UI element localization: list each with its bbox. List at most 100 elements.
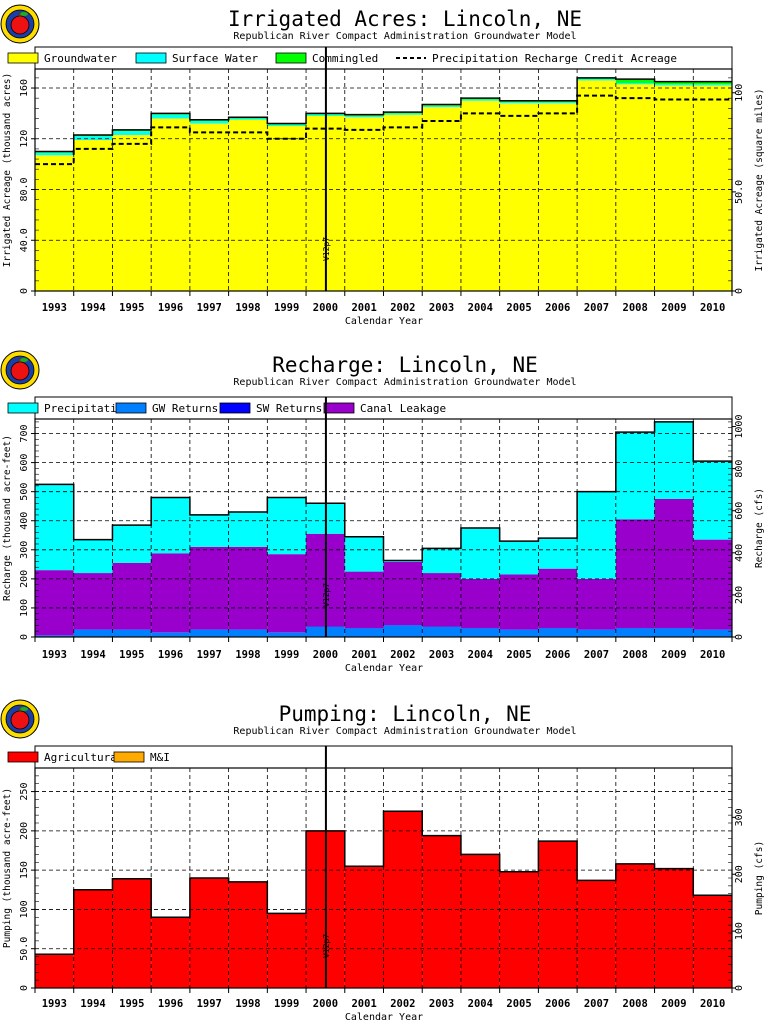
x-tick-label: 2008	[623, 302, 648, 314]
x-tick-label: 2005	[506, 649, 531, 661]
series-bar	[267, 125, 306, 126]
x-tick-label: 2010	[700, 649, 725, 661]
x-tick-label: 2009	[661, 302, 686, 314]
y2-tick-label: 200	[734, 865, 745, 883]
series-bar	[151, 917, 190, 988]
series-bar	[229, 118, 268, 119]
series-bar	[112, 131, 151, 135]
x-tick-label: 1995	[119, 649, 144, 661]
series-bar	[74, 573, 113, 629]
x-tick-label: 1994	[80, 649, 105, 661]
x-tick-label: 2006	[545, 649, 570, 661]
y-tick-label: 80.0	[19, 177, 30, 201]
series-bar	[229, 120, 268, 291]
y2-tick-label: 50.0	[734, 180, 745, 204]
x-tick-label: 2001	[351, 649, 376, 661]
series-bar	[655, 869, 694, 988]
x-tick-label: 1994	[80, 998, 105, 1010]
series-bar	[384, 115, 423, 291]
x-tick-label: 1993	[42, 302, 67, 314]
x-tick-label: 2002	[390, 302, 415, 314]
series-bar	[500, 872, 539, 988]
legend-swatch	[8, 403, 38, 413]
x-tick-label: 2008	[623, 998, 648, 1010]
legend-swatch	[8, 53, 38, 63]
y-axis-label: Recharge (thousand acre-feet)	[2, 435, 13, 601]
x-tick-label: 2003	[429, 302, 454, 314]
apple-icon	[11, 711, 29, 729]
series-bar	[422, 548, 461, 573]
series-bar	[461, 579, 500, 628]
y-tick-label: 50.0	[19, 937, 30, 961]
series-bar	[74, 630, 113, 637]
x-tick-label: 1999	[274, 649, 299, 661]
series-bar	[500, 102, 539, 103]
series-bar	[267, 633, 306, 637]
series-bar	[422, 627, 461, 637]
series-bar	[151, 118, 190, 291]
series-bar	[190, 121, 229, 124]
series-bar	[538, 538, 577, 569]
series-bar	[616, 432, 655, 519]
x-tick-label: 2001	[351, 302, 376, 314]
y-tick-label: 40.0	[19, 228, 30, 252]
series-bar	[112, 525, 151, 563]
series-bar	[74, 890, 113, 988]
apple-leaf-icon	[20, 12, 28, 16]
chart-title: Recharge: Lincoln, NE	[272, 353, 538, 377]
x-tick-label: 1995	[119, 998, 144, 1010]
chart-title: Irrigated Acres: Lincoln, NE	[228, 7, 582, 31]
series-bar	[384, 625, 423, 637]
x-tick-label: 1997	[197, 998, 222, 1010]
y-tick-label: 600	[19, 454, 30, 472]
x-tick-label: 1994	[80, 302, 105, 314]
series-bar	[112, 630, 151, 637]
x-tick-label: 2004	[468, 302, 493, 314]
series-bar	[616, 83, 655, 84]
series-bar	[112, 135, 151, 291]
x-tick-label: 2000	[313, 649, 338, 661]
y2-tick-label: 100	[734, 922, 745, 940]
chart-subtitle: Republican River Compact Administration …	[233, 726, 576, 737]
y-axis-label: Pumping (thousand acre-feet)	[2, 788, 13, 948]
apple-leaf-icon	[20, 358, 28, 362]
series-bar	[461, 528, 500, 579]
series-bar	[577, 630, 616, 637]
series-bar	[422, 107, 461, 291]
y-tick-label: 250	[19, 783, 30, 801]
series-bar	[616, 628, 655, 637]
x-tick-label: 1997	[197, 302, 222, 314]
series-bar	[461, 101, 500, 291]
x-tick-label: 1993	[42, 649, 67, 661]
y2-axis-label: Irrigated Acreage (square miles)	[754, 88, 765, 271]
legend-label: Canal Leakage	[360, 402, 446, 415]
series-bar	[35, 570, 74, 635]
series-bar	[577, 80, 616, 291]
y-tick-label: 200	[19, 822, 30, 840]
x-tick-label: 2010	[700, 302, 725, 314]
legend-swatch	[114, 752, 144, 762]
series-bar	[267, 126, 306, 291]
y-tick-label: 160	[19, 79, 30, 97]
series-bar	[35, 954, 74, 988]
series-bar	[112, 879, 151, 988]
series-bar	[74, 540, 113, 573]
series-bar	[538, 628, 577, 637]
series-bar	[693, 540, 732, 630]
y-tick-label: 150	[19, 861, 30, 879]
x-tick-label: 1993	[42, 998, 67, 1010]
series-bar	[693, 85, 732, 291]
y-tick-label: 700	[19, 425, 30, 443]
x-tick-label: 2007	[584, 998, 609, 1010]
apple-leaf-icon	[20, 707, 28, 711]
y2-axis-label: Pumping (cfs)	[754, 841, 765, 915]
y-tick-label: 100	[19, 900, 30, 918]
x-tick-label: 2009	[661, 998, 686, 1010]
x-tick-label: 2002	[390, 649, 415, 661]
x-axis-label: Calendar Year	[345, 316, 423, 327]
legend-swatch	[8, 752, 38, 762]
x-tick-label: 2007	[584, 302, 609, 314]
